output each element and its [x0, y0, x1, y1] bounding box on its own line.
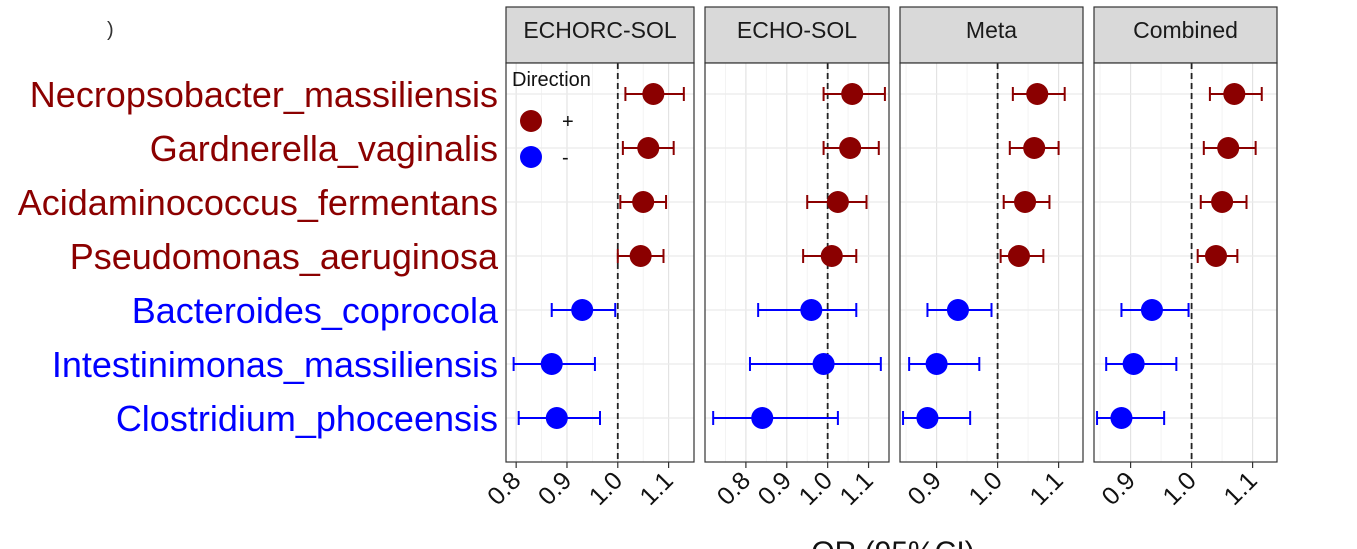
odds-ratio-point — [946, 299, 969, 321]
x-tick-label: 1.1 — [1024, 466, 1068, 510]
panel-plot-area — [705, 63, 889, 462]
odds-ratio-point — [1007, 245, 1030, 267]
odds-ratio-point — [1110, 407, 1133, 429]
odds-ratio-point — [925, 353, 948, 375]
odds-ratio-point — [826, 191, 849, 213]
odds-ratio-point — [820, 245, 843, 267]
x-tick-label: 0.8 — [482, 466, 526, 510]
x-tick-label: 1.0 — [963, 466, 1007, 510]
x-tick-label: 0.9 — [533, 466, 577, 510]
odds-ratio-point — [545, 407, 568, 429]
legend-entry-label: + — [562, 111, 574, 133]
x-tick-label: 1.1 — [634, 466, 678, 510]
panel-border — [899, 62, 1084, 463]
panel-strip — [1093, 6, 1278, 64]
x-tick-label: 1.1 — [1218, 466, 1262, 510]
panel-plot-area — [900, 63, 1083, 462]
x-tick-label: 1.0 — [794, 466, 838, 510]
x-tick-label: 1.0 — [1157, 466, 1201, 510]
species-label: Gardnerella_vaginalis — [150, 128, 498, 169]
odds-ratio-point — [629, 245, 652, 267]
odds-ratio-point — [839, 137, 862, 159]
legend: Direction + - — [512, 69, 591, 169]
x-axis-title: OR (95%CI) — [811, 536, 974, 549]
odds-ratio-point — [916, 407, 939, 429]
species-label: Intestinimonas_massiliensis — [52, 344, 498, 385]
panel-meta: Meta 0.9 1.0 1.1 — [899, 6, 1084, 511]
panel-border — [704, 62, 890, 463]
panel-strip-label: ECHORC-SOL — [523, 17, 677, 43]
panel-border — [1093, 62, 1278, 463]
species-label: Pseudomonas_aeruginosa — [70, 236, 499, 277]
odds-ratio-point — [637, 137, 660, 159]
legend-title: Direction — [512, 69, 591, 91]
x-tick-label: 1.1 — [834, 466, 878, 510]
x-tick-label: 0.9 — [902, 466, 946, 510]
corner-mark: ) — [107, 19, 114, 41]
odds-ratio-point — [1205, 245, 1227, 267]
odds-ratio-point — [1140, 299, 1163, 321]
odds-ratio-point — [1217, 137, 1240, 159]
x-tick-label: 0.9 — [1096, 466, 1140, 510]
odds-ratio-point — [1014, 191, 1037, 213]
odds-ratio-point — [571, 299, 594, 321]
odds-ratio-point — [1023, 137, 1046, 159]
odds-ratio-point — [812, 353, 835, 375]
panel-combined: Combined 0.9 1.0 1.1 — [1093, 6, 1278, 511]
odds-ratio-point — [632, 191, 655, 213]
panel-strip-label: ECHO-SOL — [737, 17, 857, 43]
panel-strip-label: Meta — [966, 17, 1017, 43]
panel-strip — [505, 6, 695, 64]
odds-ratio-point — [841, 83, 864, 105]
legend-entry-label: - — [562, 147, 569, 169]
odds-ratio-point — [1211, 191, 1234, 213]
x-tick-label: 0.9 — [753, 466, 797, 510]
x-tick-label: 1.0 — [584, 466, 628, 510]
species-label: Necropsobacter_massiliensis — [30, 74, 498, 115]
panel-strip — [704, 6, 890, 64]
panel-plot-area — [1094, 63, 1277, 462]
odds-ratio-point — [1223, 83, 1246, 105]
species-label: Clostridium_phoceensis — [116, 398, 498, 439]
panel-border — [505, 62, 695, 463]
odds-ratio-point — [642, 83, 665, 105]
panel-strip-label: Combined — [1133, 17, 1238, 43]
panel-strip — [899, 6, 1084, 64]
odds-ratio-point — [800, 299, 823, 321]
odds-ratio-point — [540, 353, 563, 375]
species-label: Bacteroides_coprocola — [132, 290, 499, 331]
x-tick-label: 0.8 — [712, 466, 756, 510]
panel-echo-sol: ECHO-SOL 0.80.91.01.1 — [704, 6, 890, 511]
odds-ratio-point — [1122, 353, 1145, 375]
odds-ratio-point — [751, 407, 774, 429]
odds-ratio-point — [1026, 83, 1049, 105]
legend-key — [520, 110, 542, 132]
panel-echorc-sol: ECHORC-SOL 0.8 0.9 1.0 1.1 Direction + - — [482, 6, 695, 511]
legend-key — [520, 146, 542, 168]
species-label: Acidaminococcus_fermentans — [18, 182, 498, 223]
